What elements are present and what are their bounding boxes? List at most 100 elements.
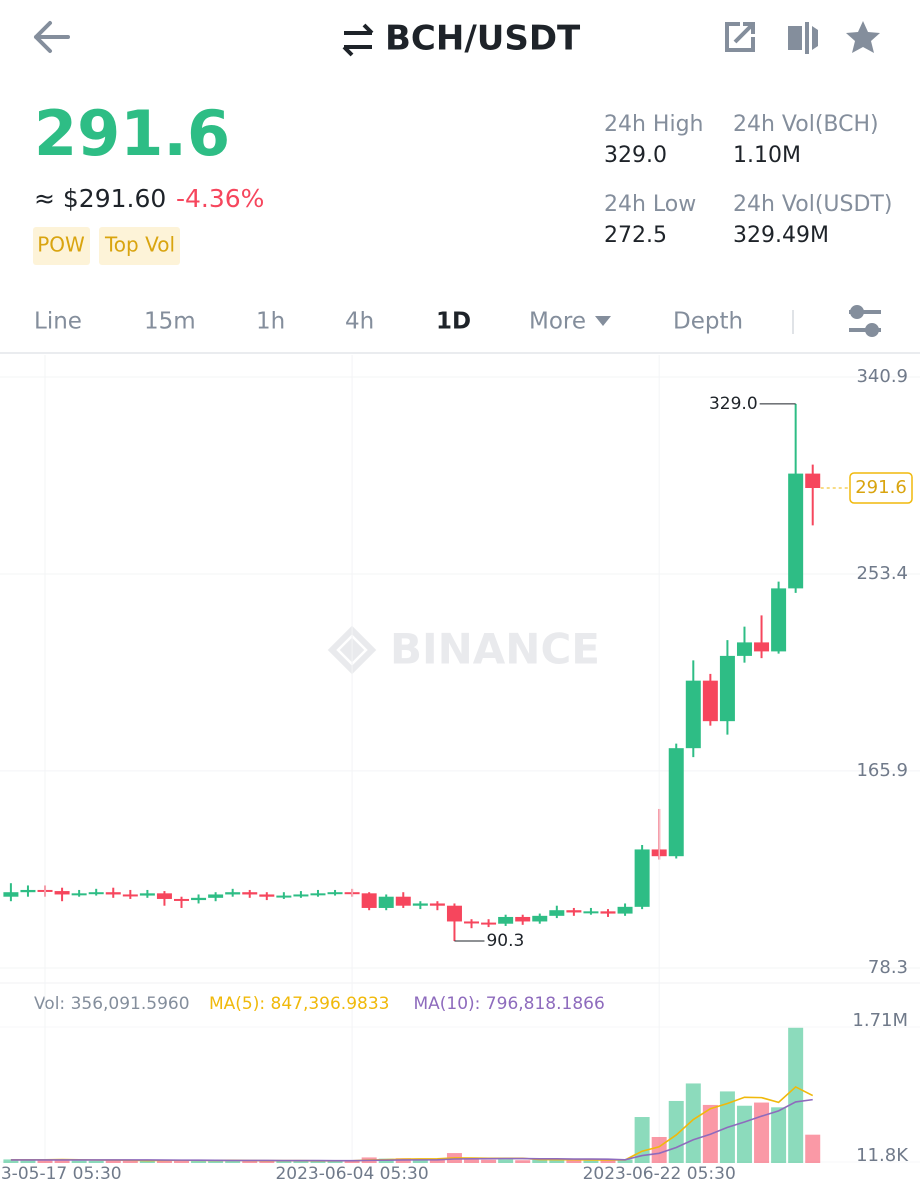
volume-bar <box>498 1159 514 1163</box>
share-icon[interactable] <box>725 22 755 52</box>
volume-bar <box>685 1083 701 1163</box>
volume-bar <box>600 1160 616 1163</box>
stat-value: 329.0 <box>604 143 667 168</box>
candle-body <box>754 642 770 652</box>
stat-label: 24h Vol(USDT) <box>733 192 892 217</box>
candle-body <box>446 905 462 922</box>
favorite-icon[interactable] <box>846 21 880 53</box>
volume-bar <box>549 1159 565 1163</box>
volume-bar <box>156 1159 172 1163</box>
candle-body <box>617 906 633 914</box>
candle-body <box>412 903 428 906</box>
candle-body <box>634 849 650 907</box>
last-price-label: 291.6 <box>855 477 907 498</box>
volume-bar <box>634 1117 650 1163</box>
low-marker-label: 90.3 <box>486 931 524 951</box>
x-tick-label: 2023-05-17 05:30 <box>0 1164 122 1184</box>
back-button[interactable] <box>34 21 70 53</box>
stat-value: 329.49M <box>733 223 829 248</box>
candle-body <box>20 889 36 893</box>
candle-body <box>481 922 497 925</box>
volume-bar <box>242 1160 258 1163</box>
candle-body <box>464 921 480 924</box>
volume-bar <box>515 1160 531 1163</box>
volume-bar <box>771 1107 787 1163</box>
tab[interactable]: More <box>529 309 586 335</box>
stat-label: 24h High <box>604 112 704 137</box>
compare-icon[interactable] <box>788 22 818 54</box>
ma-line <box>10 1098 813 1162</box>
candle-body <box>225 892 241 895</box>
fiat-price: ≈ $291.60 <box>34 184 166 213</box>
tab-active[interactable]: 1D <box>436 309 471 335</box>
volume-bar <box>293 1160 309 1163</box>
tab[interactable]: 4h <box>345 309 374 335</box>
candle-body <box>71 893 87 896</box>
stat-label: 24h Low <box>604 192 696 217</box>
volume-bar <box>412 1159 428 1163</box>
swap-icon[interactable] <box>342 23 374 57</box>
candle-body <box>327 892 343 895</box>
x-tick-label: 2023-06-22 05:30 <box>583 1164 736 1184</box>
candle-body <box>3 892 19 897</box>
ma-legend: MA(10): 796,818.1866 <box>413 994 604 1014</box>
candle-body <box>208 894 224 898</box>
y-tick-label: 11.8K <box>856 1145 909 1166</box>
tab[interactable]: Line <box>34 309 82 335</box>
volume-bar <box>259 1160 275 1163</box>
volume-bar <box>583 1160 599 1163</box>
candle-body <box>361 893 377 908</box>
volume-bar <box>54 1159 70 1163</box>
candle-body <box>549 910 565 916</box>
volume-bar <box>429 1159 445 1163</box>
volume-bar <box>105 1160 121 1163</box>
candle-body <box>242 892 258 895</box>
volume-bar <box>464 1159 480 1163</box>
volume-bar <box>327 1160 343 1163</box>
candle-body <box>156 893 172 899</box>
volume-bar <box>20 1159 36 1163</box>
volume-bar <box>37 1159 53 1163</box>
dropdown-caret <box>595 316 611 326</box>
last-price-box <box>849 472 913 504</box>
volume-bar <box>225 1160 241 1163</box>
volume-bar <box>71 1160 87 1163</box>
candle-body <box>566 910 582 913</box>
volume-bar <box>174 1160 189 1163</box>
candle-body <box>122 894 138 897</box>
candle-body <box>174 898 189 901</box>
y-tick-label: 1.71M <box>852 1010 908 1031</box>
volume-bar <box>651 1136 667 1163</box>
watermark: BINANCE <box>390 625 600 674</box>
tab[interactable]: Depth <box>673 309 743 335</box>
candle-body <box>259 894 275 897</box>
candle-body <box>310 893 326 896</box>
tag-bg <box>99 227 180 265</box>
settings-icon[interactable] <box>849 305 881 337</box>
volume-bar <box>208 1160 224 1163</box>
volume-bar <box>736 1105 752 1163</box>
volume-bar <box>344 1160 360 1163</box>
volume-bar <box>310 1160 326 1163</box>
candle-body <box>771 588 787 652</box>
volume-bar <box>88 1160 104 1163</box>
volume-bar <box>805 1134 821 1163</box>
y-tick-label: 78.3 <box>868 957 908 978</box>
candle-body <box>532 915 548 922</box>
ma-legend: MA(5): 847,396.9833 <box>209 994 389 1014</box>
tag: POW <box>37 233 85 257</box>
y-tick-label: 340.9 <box>856 366 908 387</box>
candle-body <box>498 916 514 924</box>
candle-body <box>378 896 394 908</box>
vol-label: Vol: 356,091.5960 <box>34 994 190 1014</box>
candle-body <box>515 916 531 922</box>
y-tick-label: 165.9 <box>856 760 908 781</box>
candle-body <box>788 473 804 589</box>
volume-bar <box>532 1159 548 1163</box>
tab[interactable]: 15m <box>144 309 196 335</box>
tab[interactable]: 1h <box>256 309 285 335</box>
candle-body <box>395 896 411 906</box>
high-marker-label: 329.0 <box>709 394 758 414</box>
volume-bar <box>3 1159 19 1163</box>
